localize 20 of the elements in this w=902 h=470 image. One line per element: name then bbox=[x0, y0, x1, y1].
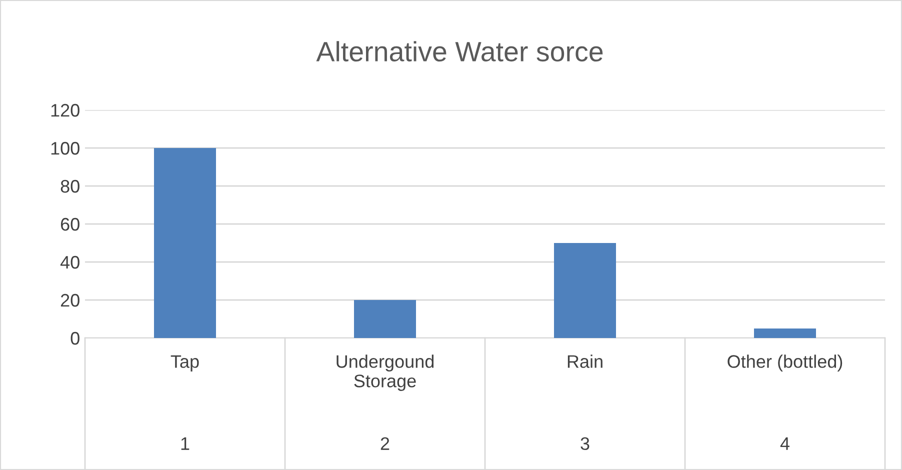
text: 4 bbox=[780, 437, 790, 450]
y-tick-label: 120 bbox=[51, 104, 80, 117]
y-tick-label: 100 bbox=[51, 142, 80, 155]
bar bbox=[554, 243, 616, 338]
y-tick-label: 0 bbox=[70, 332, 80, 345]
y-tick-label: 40 bbox=[60, 256, 80, 269]
bar bbox=[754, 328, 816, 338]
chart-title: Alternative Water sorce bbox=[316, 41, 603, 62]
x-tick-label: Tap bbox=[170, 355, 199, 372]
text: 1 bbox=[181, 437, 190, 450]
bar bbox=[154, 148, 216, 338]
bar bbox=[354, 300, 416, 338]
x-tick-label: Rain bbox=[568, 354, 602, 368]
text: 2 bbox=[380, 437, 390, 450]
x-tick-label: Undergound Storage bbox=[336, 354, 434, 391]
text: 3 bbox=[580, 437, 590, 450]
y-tick-label: 20 bbox=[60, 294, 80, 307]
y-tick-label: 60 bbox=[60, 218, 80, 231]
y-tick-label: 80 bbox=[60, 180, 80, 193]
x-tick-label: Other (bottled) bbox=[728, 354, 842, 372]
